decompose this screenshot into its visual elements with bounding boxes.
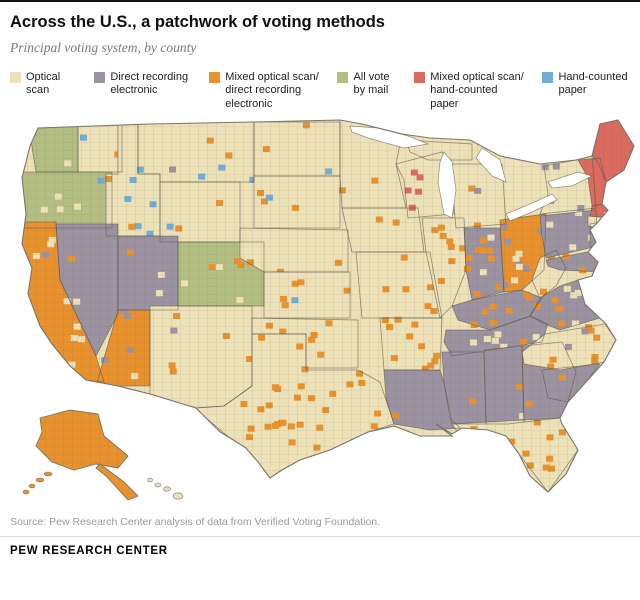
great-lake	[505, 193, 558, 222]
alaska	[22, 409, 139, 501]
legend-item-H: Hand-counted paper	[542, 71, 630, 99]
legend-label: Mixed optical scan/ direct recording ele…	[225, 70, 319, 111]
county-patch	[605, 216, 613, 223]
hawaii-island	[163, 486, 171, 492]
hawaii-island	[154, 482, 162, 488]
great-lake	[475, 147, 507, 183]
brand-footer: PEW RESEARCH CENTER	[10, 544, 168, 557]
aleutian-island	[28, 483, 36, 489]
legend-swatch-O	[10, 71, 21, 83]
legend-swatch-D	[94, 71, 106, 83]
legend-swatch-H	[542, 71, 554, 83]
source-note: Source: Pew Research Center analysis of …	[10, 515, 381, 528]
page-subtitle: Principal voting system, by county	[10, 39, 197, 55]
hawaii-island	[147, 477, 153, 482]
aleutian-island	[43, 471, 53, 477]
footer-divider	[0, 535, 640, 537]
hawaii-island	[172, 492, 184, 500]
legend-label: Mixed optical scan/ hand-counted paper	[430, 70, 524, 111]
aleutian-island	[35, 477, 45, 483]
aleutian-island	[22, 489, 30, 495]
great-lake	[547, 171, 593, 189]
legend-label: Direct recording electronic	[110, 70, 189, 97]
page-title: Across the U.S., a patchwork of voting m…	[10, 13, 385, 31]
legend-label: Hand-counted paper	[558, 70, 628, 97]
legend-item-D: Direct recording electronic	[94, 71, 195, 99]
legend-swatch-M	[209, 71, 221, 83]
legend-item-R: Mixed optical scan/ hand-counted paper	[414, 71, 528, 112]
top-rule	[0, 0, 640, 2]
legend: Optical scan Direct recording electronic M…	[10, 71, 630, 112]
map-container	[0, 118, 640, 510]
great-lake	[437, 151, 457, 219]
us-outline	[21, 119, 635, 493]
legend-item-V: All vote by mail	[337, 71, 400, 99]
legend-swatch-R	[414, 71, 426, 83]
legend-item-M: Mixed optical scan/ direct recording ele…	[209, 71, 323, 112]
hawaii	[147, 477, 184, 500]
legend-swatch-V	[337, 71, 349, 83]
legend-item-O: Optical scan	[10, 71, 80, 99]
us-county-choropleth-map	[21, 119, 635, 501]
continental-us	[22, 119, 634, 492]
legend-label: Optical scan	[26, 70, 61, 97]
legend-label: All vote by mail	[353, 70, 390, 97]
